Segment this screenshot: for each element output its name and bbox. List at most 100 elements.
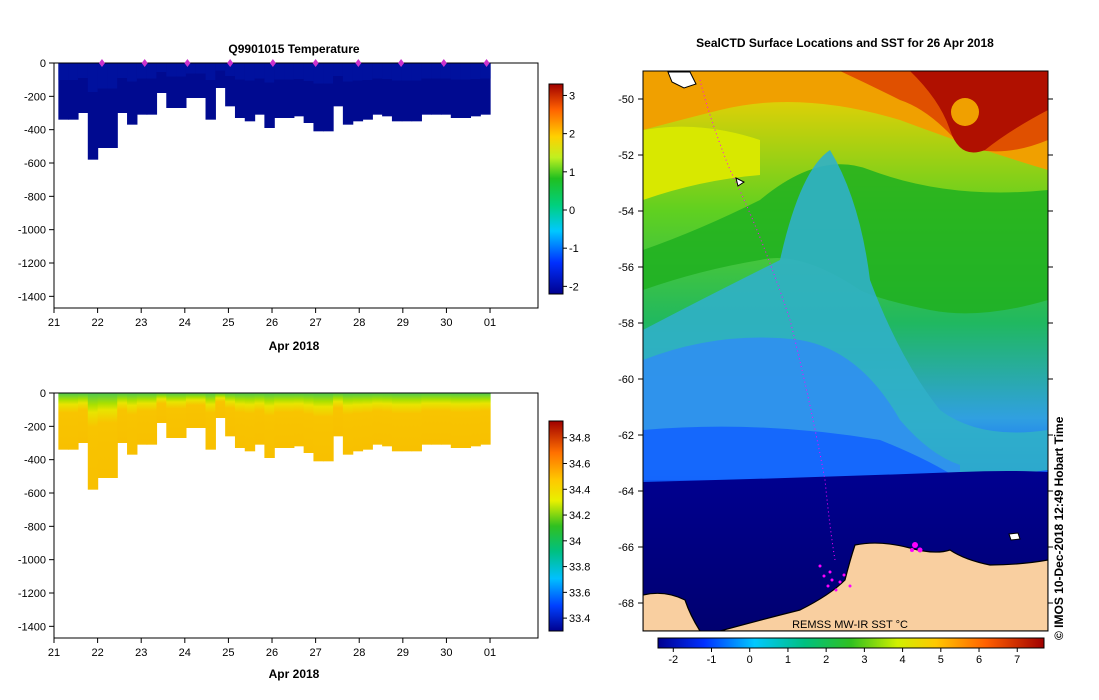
- sst-map-lat-axis: -50 -52 -54 -56 -58 -60 -62 -64 -66 -68: [618, 94, 1053, 610]
- sst-tick-c-label: 7: [1014, 654, 1020, 666]
- temperature-profile-column: [127, 63, 138, 125]
- temperature-surface-layer: [107, 63, 118, 89]
- colorbar-tick-label: 0: [569, 205, 575, 217]
- temperature-surface-layer: [382, 63, 393, 79]
- temperature-surface-layer: [77, 63, 89, 78]
- colorbar-tick-label: 34.4: [569, 484, 590, 496]
- y-tick-label: -1400: [18, 291, 46, 303]
- temperature-profile-column: [244, 63, 256, 122]
- temperature-profile-column: [470, 63, 481, 117]
- temperature-profile-column: [205, 63, 216, 120]
- sst-tick-c-label: 3: [861, 654, 867, 666]
- salinity-frame: [53, 392, 539, 639]
- salinity-profile-column: [333, 393, 344, 437]
- colorbar-tick-label: 34.8: [569, 433, 590, 445]
- colorbar-tick-label: 2: [569, 129, 575, 141]
- salinity-profile-column: [274, 393, 285, 448]
- temperature-profile-markers: [98, 59, 490, 67]
- salinity-profile-column: [421, 393, 432, 445]
- profile-marker: [98, 59, 105, 67]
- temperature-profile-column: [391, 63, 403, 122]
- sst-colorbar: [657, 637, 1045, 649]
- temperature-profile-column: [440, 63, 452, 115]
- y-tick-label: -1000: [18, 225, 46, 237]
- temperature-profile-column: [352, 63, 364, 122]
- salinity-x-axis: 21 22 23 24 25 26 27 28 29 30 01: [48, 638, 496, 659]
- x-tick-label: 26: [266, 317, 278, 329]
- temperature-x-label: Apr 2018: [269, 339, 320, 353]
- salinity-profile-column: [431, 393, 442, 445]
- temperature-profile-column: [284, 63, 295, 118]
- temperature-profile-column: [136, 63, 148, 115]
- temperature-surface-layer: [450, 63, 462, 80]
- salinity-colorbar: [548, 420, 564, 632]
- temperature-profile-column: [234, 63, 246, 118]
- temperature-surface-layer: [362, 63, 373, 80]
- salinity-profile-column: [352, 393, 364, 452]
- temperature-profile-column: [362, 63, 373, 120]
- temperature-section: [58, 63, 491, 160]
- x-tick-label: 27: [309, 317, 321, 329]
- temperature-surface-layer: [156, 63, 167, 72]
- salinity-profile-column: [382, 393, 393, 447]
- salinity-profile-column: [401, 393, 413, 452]
- profile-marker: [269, 59, 276, 67]
- y-tick-label: -1400: [18, 621, 46, 633]
- sst-tick-c-label: 5: [938, 654, 944, 666]
- lat-tick-label: -68: [618, 598, 634, 610]
- temperature-surface-layer: [136, 63, 148, 79]
- x-tick-label: 21: [48, 647, 60, 659]
- temperature-surface-layer: [146, 63, 158, 79]
- salinity-profile-column: [205, 393, 216, 450]
- salinity-profile-column: [77, 393, 89, 443]
- temperature-profile-column: [450, 63, 462, 118]
- temperature-surface-layer: [176, 63, 187, 77]
- x-tick-label: 25: [222, 317, 234, 329]
- temperature-surface-layer: [87, 63, 99, 92]
- temperature-y-axis: 0 -200 -400 -600 -800 -1000 -1200 -1400: [18, 58, 54, 303]
- temperature-profile-column: [87, 63, 99, 160]
- temperature-profile-column: [431, 63, 442, 115]
- profile-marker: [398, 59, 405, 67]
- colorbar-tick-label: 33.6: [569, 587, 590, 599]
- sst-tick-c-label: 2: [823, 654, 829, 666]
- temperature-surface-layer: [323, 63, 334, 84]
- temperature-surface-layer: [244, 63, 256, 81]
- y-tick-label: -800: [24, 191, 46, 203]
- temperature-profile-column: [195, 63, 207, 98]
- temperature-surface-layer: [127, 63, 138, 82]
- temperature-profile-column: [293, 63, 305, 117]
- temperature-surface-layer: [117, 63, 128, 78]
- temperature-profile-column: [333, 63, 344, 107]
- salinity-profile-column: [156, 393, 167, 423]
- salinity-profile-column: [146, 393, 158, 445]
- x-tick-label: 24: [179, 647, 191, 659]
- temperature-colorbar-ticks: 3 2 1 0 -1 -2: [563, 90, 579, 293]
- salinity-profile-column: [107, 393, 118, 478]
- sst-field: [643, 71, 1048, 631]
- profile-marker: [440, 59, 447, 67]
- colorbar-tick-label: 34.2: [569, 510, 590, 522]
- temperature-surface-layer: [431, 63, 442, 79]
- salinity-profile-column: [136, 393, 148, 445]
- x-tick-label: 24: [179, 317, 191, 329]
- salinity-profile-column: [303, 393, 315, 453]
- temperature-profile-column: [460, 63, 472, 118]
- salinity-profile-column: [450, 393, 462, 448]
- temperature-surface-layer: [284, 63, 295, 80]
- temperature-surface-layer: [480, 63, 491, 79]
- salinity-profile-column: [166, 393, 177, 438]
- temperature-surface-layer: [225, 63, 236, 76]
- temperature-profile-column: [342, 63, 354, 125]
- salinity-profile-column: [313, 393, 324, 462]
- salinity-profile-column: [185, 393, 197, 428]
- temperature-surface-layer: [421, 63, 432, 79]
- sst-tick-c-label: -1: [707, 654, 717, 666]
- salinity-profile-column: [176, 393, 187, 438]
- y-tick-label: -1200: [18, 588, 46, 600]
- colorbar-tick-label: 33.4: [569, 613, 590, 625]
- y-tick-label: 0: [40, 388, 46, 400]
- salinity-profile-column: [254, 393, 265, 445]
- x-tick-label: 26: [266, 647, 278, 659]
- temperature-profile-column: [264, 63, 275, 128]
